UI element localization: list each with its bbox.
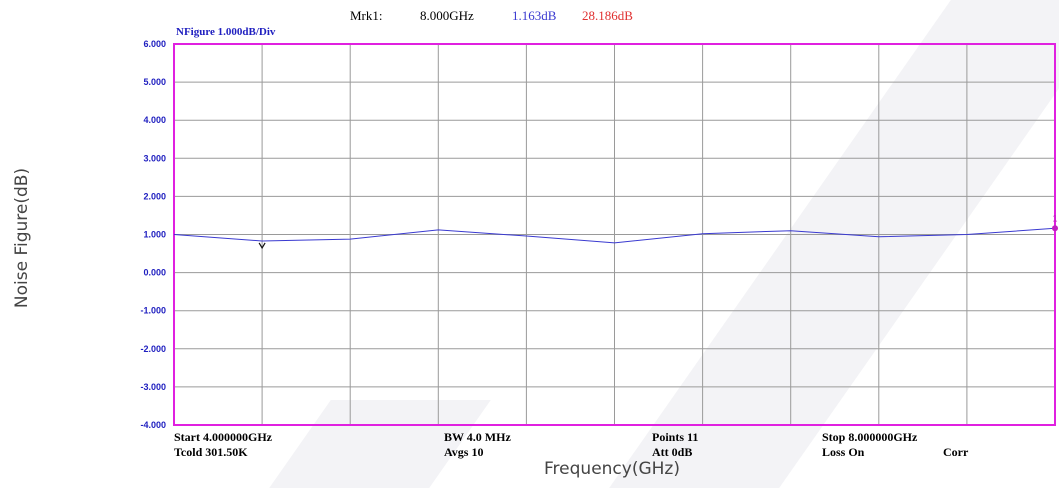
data-point xyxy=(261,240,263,242)
end-marker-dot xyxy=(1052,225,1058,232)
marker-value-1: 1.163dB xyxy=(512,8,557,23)
footer-start: Start 4.000000GHz xyxy=(174,430,272,444)
data-point xyxy=(173,234,175,236)
footer-bw: BW 4.0 MHz xyxy=(444,430,511,444)
footer-att: Att 0dB xyxy=(652,445,693,459)
series-points: 1 xyxy=(173,213,1058,250)
y-tick-label: 1.000 xyxy=(143,230,166,240)
data-point xyxy=(790,230,792,232)
y-tick-label: 2.000 xyxy=(143,191,166,201)
y-tick-label: 6.000 xyxy=(143,39,166,49)
y-tick-label: 3.000 xyxy=(143,153,166,163)
marker-value-2: 28.186dB xyxy=(582,8,633,23)
marker-label: Mrk1: xyxy=(350,8,383,23)
data-point xyxy=(878,236,880,238)
data-point xyxy=(437,229,439,231)
end-marker-label: 1 xyxy=(1052,213,1057,223)
data-point xyxy=(525,235,527,237)
y-tick-label: -2.000 xyxy=(140,344,166,354)
data-point xyxy=(702,233,704,235)
footer-points: Points 11 xyxy=(652,430,699,444)
series-line-nfigure xyxy=(173,227,1056,244)
y-tick-label: -1.000 xyxy=(140,306,166,316)
trace-title: NFigure 1.000dB/Div xyxy=(176,26,276,38)
y-tick-label: 0.000 xyxy=(143,268,166,278)
y-tick-label: -4.000 xyxy=(140,420,166,430)
marker-frequency: 8.000GHz xyxy=(420,8,474,23)
data-point xyxy=(349,238,351,240)
marker-indicator xyxy=(258,242,266,250)
footer-loss: Loss On xyxy=(822,445,865,459)
footer-tcold: Tcold 301.50K xyxy=(174,445,248,459)
grid xyxy=(174,44,1055,425)
footer-stop: Stop 8.000000GHz xyxy=(822,430,918,444)
y-tick-label: -3.000 xyxy=(140,382,166,392)
data-point xyxy=(966,234,968,236)
footer-avgs: Avgs 10 xyxy=(444,445,484,459)
x-axis-title: Frequency(GHz) xyxy=(544,459,680,479)
data-point xyxy=(614,242,616,244)
y-tick-labels: 6.000 5.000 4.000 3.000 2.000 1.000 0.000 -1.00… xyxy=(140,39,166,430)
footer-corr: Corr xyxy=(943,445,969,459)
y-tick-label: 4.000 xyxy=(143,115,166,125)
y-tick-label: 5.000 xyxy=(143,77,166,87)
